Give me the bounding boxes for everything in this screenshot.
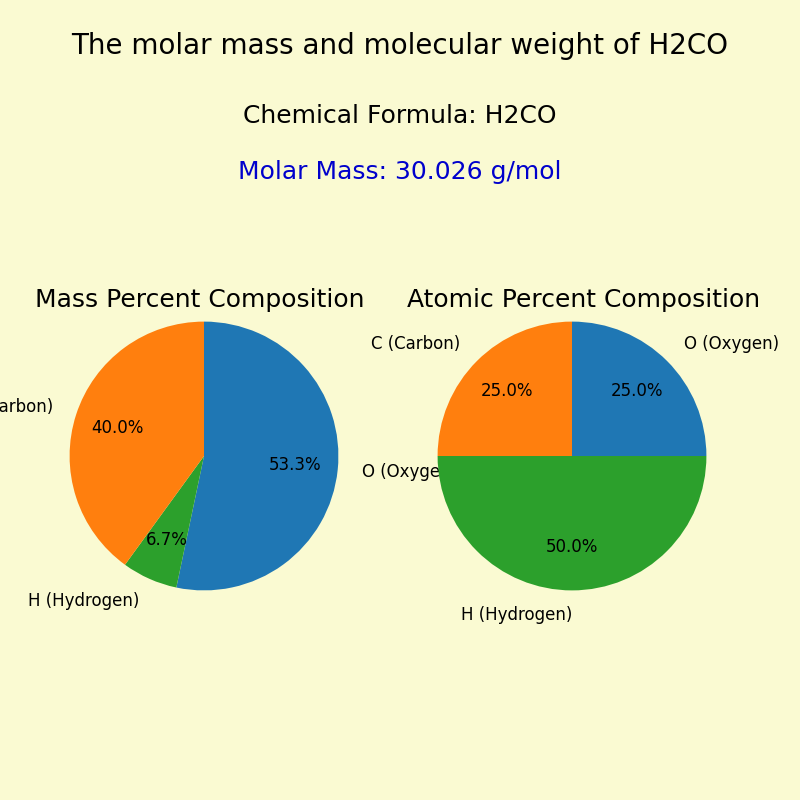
- Text: 25.0%: 25.0%: [481, 382, 534, 400]
- Wedge shape: [438, 456, 706, 590]
- Text: 25.0%: 25.0%: [610, 382, 663, 400]
- Wedge shape: [70, 322, 204, 565]
- Text: O (Oxygen): O (Oxygen): [684, 335, 779, 353]
- Wedge shape: [438, 322, 572, 456]
- Wedge shape: [176, 322, 338, 590]
- Text: 50.0%: 50.0%: [546, 538, 598, 556]
- Wedge shape: [125, 456, 204, 587]
- Text: 6.7%: 6.7%: [146, 530, 188, 549]
- Text: H (Hydrogen): H (Hydrogen): [461, 606, 572, 623]
- Text: Chemical Formula: H2CO: Chemical Formula: H2CO: [243, 104, 557, 128]
- Text: Atomic Percent Composition: Atomic Percent Composition: [407, 288, 761, 312]
- Text: Molar Mass: 30.026 g/mol: Molar Mass: 30.026 g/mol: [238, 160, 562, 184]
- Text: Mass Percent Composition: Mass Percent Composition: [35, 288, 365, 312]
- Text: O (Oxygen): O (Oxygen): [362, 463, 457, 482]
- Text: 53.3%: 53.3%: [269, 457, 322, 474]
- Wedge shape: [572, 322, 706, 456]
- Text: 40.0%: 40.0%: [91, 418, 143, 437]
- Text: C (Carbon): C (Carbon): [0, 398, 53, 416]
- Text: C (Carbon): C (Carbon): [370, 335, 460, 353]
- Text: The molar mass and molecular weight of H2CO: The molar mass and molecular weight of H…: [71, 32, 729, 60]
- Text: H (Hydrogen): H (Hydrogen): [28, 592, 140, 610]
